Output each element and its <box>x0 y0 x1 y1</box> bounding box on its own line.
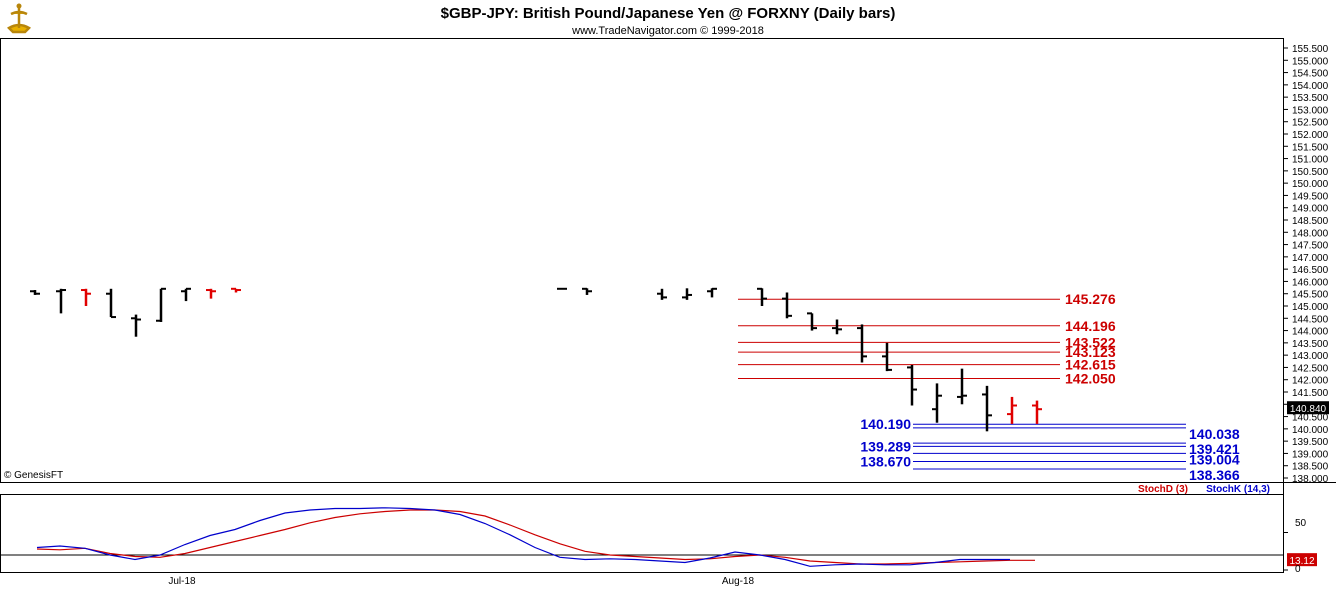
y-tick-label: 143.500 <box>1292 339 1329 350</box>
y-tick-label: 138.500 <box>1292 462 1329 473</box>
y-tick-label: 152.000 <box>1292 130 1329 141</box>
chart-title: $GBP-JPY: British Pound/Japanese Yen @ F… <box>441 5 896 22</box>
support-label: 140.190 <box>860 416 911 432</box>
stoch-plot-area <box>1 507 1283 567</box>
ohlc-bar <box>81 288 91 306</box>
ohlc-bar <box>156 287 166 322</box>
y-tick-label: 140.500 <box>1292 413 1329 424</box>
x-label-jul-18: Jul-18 <box>168 576 196 587</box>
ohlc-bar <box>707 287 717 298</box>
ohlc-bar <box>657 288 667 300</box>
ohlc-bar <box>30 290 40 295</box>
stoch-tick-0: 0 <box>1295 564 1301 575</box>
y-tick-label: 139.500 <box>1292 437 1329 448</box>
resistance-label: 144.196 <box>1065 318 1116 334</box>
y-tick-label: 142.000 <box>1292 376 1329 387</box>
stoch-last-tag: 13.12 <box>1289 556 1314 567</box>
y-tick-label: 140.000 <box>1292 425 1329 436</box>
y-tick-label: 144.000 <box>1292 327 1329 338</box>
y-tick-label: 141.500 <box>1292 388 1329 399</box>
y-tick-label: 149.000 <box>1292 204 1329 215</box>
ohlc-bar <box>181 287 191 302</box>
y-tick-label: 146.000 <box>1292 277 1329 288</box>
trade-navigator-logo <box>6 3 32 34</box>
support-label: 139.289 <box>860 438 911 454</box>
y-tick-label: 150.000 <box>1292 179 1329 190</box>
support-label: 139.004 <box>1189 451 1240 467</box>
stoch-k-line <box>36 507 1010 567</box>
y-tick-label: 148.500 <box>1292 216 1329 227</box>
ohlc-bar <box>757 287 767 306</box>
ohlc-bar <box>782 292 792 319</box>
stoch-tick-50: 50 <box>1295 518 1307 529</box>
last-price-tag: 140.840 <box>1290 404 1327 415</box>
stochastic-layer: 13.12 <box>1 507 1317 571</box>
resistance-label: 143.522 <box>1065 334 1116 350</box>
y-tick-label: 154.000 <box>1292 81 1329 92</box>
ohlc-bar <box>882 342 892 372</box>
y-tick-label: 150.500 <box>1292 167 1329 178</box>
ohlc-bar <box>231 287 241 293</box>
ohlc-bar <box>582 287 592 295</box>
ohlc-bar <box>557 287 567 290</box>
y-tick-label: 149.500 <box>1292 191 1329 202</box>
support-label: 138.670 <box>860 454 911 470</box>
y-tick-label: 143.000 <box>1292 351 1329 362</box>
y-tick-label: 154.500 <box>1292 69 1329 80</box>
y-tick-label: 155.500 <box>1292 44 1329 55</box>
ohlc-bar <box>807 312 817 331</box>
y-tick-label: 142.500 <box>1292 363 1329 374</box>
ohlc-bar <box>907 364 917 406</box>
y-tick-label: 152.500 <box>1292 118 1329 129</box>
y-tick-label: 138.000 <box>1292 474 1329 485</box>
y-tick-label: 151.500 <box>1292 142 1329 153</box>
x-label-aug-18: Aug-18 <box>722 576 755 587</box>
y-tick-label: 146.500 <box>1292 265 1329 276</box>
y-tick-label: 155.000 <box>1292 56 1329 67</box>
ohlc-bar <box>832 319 842 335</box>
ohlc-bar <box>56 288 66 314</box>
legend-stoch-k: StochK (14,3) <box>1206 484 1270 495</box>
ohlc-bar <box>857 324 867 363</box>
y-tick-label: 145.000 <box>1292 302 1329 313</box>
resistance-label: 142.050 <box>1065 370 1116 386</box>
support-label: 139.421 <box>1189 441 1240 457</box>
y-tick-label: 139.000 <box>1292 449 1329 460</box>
price-bars-layer <box>30 287 1042 432</box>
y-tick-label: 151.000 <box>1292 155 1329 166</box>
y-tick-label: 153.000 <box>1292 105 1329 116</box>
ohlc-bar <box>131 314 141 337</box>
ohlc-bar <box>932 383 942 423</box>
resistance-label: 142.615 <box>1065 357 1116 373</box>
y-tick-label: 147.000 <box>1292 253 1329 264</box>
stoch-last-tag-bg <box>1287 553 1317 567</box>
ohlc-bar <box>206 288 216 299</box>
chart-subtitle: www.TradeNavigator.com © 1999-2018 <box>571 25 764 37</box>
support-label: 138.366 <box>1189 467 1240 483</box>
ohlc-bar <box>1032 400 1042 424</box>
ohlc-bar <box>106 288 116 319</box>
resistance-label: 145.276 <box>1065 291 1116 307</box>
y-tick-label: 148.000 <box>1292 228 1329 239</box>
last-price-tag-bg <box>1287 401 1329 415</box>
resistance-label: 143.123 <box>1065 344 1116 360</box>
y-tick-label: 153.500 <box>1292 93 1329 104</box>
legend-stoch-d: StochD (3) <box>1138 484 1188 495</box>
genesis-copyright: © GenesisFT <box>4 470 63 481</box>
ohlc-bar <box>957 368 967 405</box>
ohlc-bar <box>1007 396 1017 424</box>
y-tick-label: 145.500 <box>1292 290 1329 301</box>
y-tick-label: 144.500 <box>1292 314 1329 325</box>
support-label: 140.038 <box>1189 426 1240 442</box>
y-tick-label: 147.500 <box>1292 241 1329 252</box>
support-resistance-layer: 145.276 144.196143.522143.123142.615142.0… <box>738 291 1240 483</box>
ohlc-bar <box>682 288 692 300</box>
ohlc-bar <box>982 385 992 432</box>
